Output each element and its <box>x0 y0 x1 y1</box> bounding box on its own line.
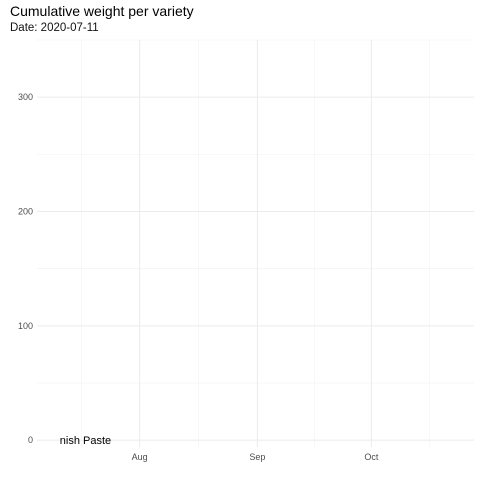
minor-gridlines <box>37 39 474 447</box>
x-tick-label: Sep <box>249 452 265 462</box>
x-axis-tick-labels: Aug Sep Oct <box>132 452 379 462</box>
major-gridlines <box>37 40 474 447</box>
series-layer: nish Paste <box>60 435 111 447</box>
y-tick-label: 300 <box>18 92 33 102</box>
y-tick-label: 0 <box>28 435 33 445</box>
chart-subtitle: Date: 2020-07-11 <box>10 22 99 34</box>
y-tick-label: 200 <box>18 206 33 216</box>
y-tick-label: 100 <box>18 321 33 331</box>
x-tick-label: Oct <box>364 452 379 462</box>
y-axis-tick-labels: 0 100 200 300 <box>18 92 33 445</box>
chart-title: Cumulative weight per variety <box>10 3 194 19</box>
x-tick-label: Aug <box>132 452 148 462</box>
series-label: nish Paste <box>60 435 111 447</box>
